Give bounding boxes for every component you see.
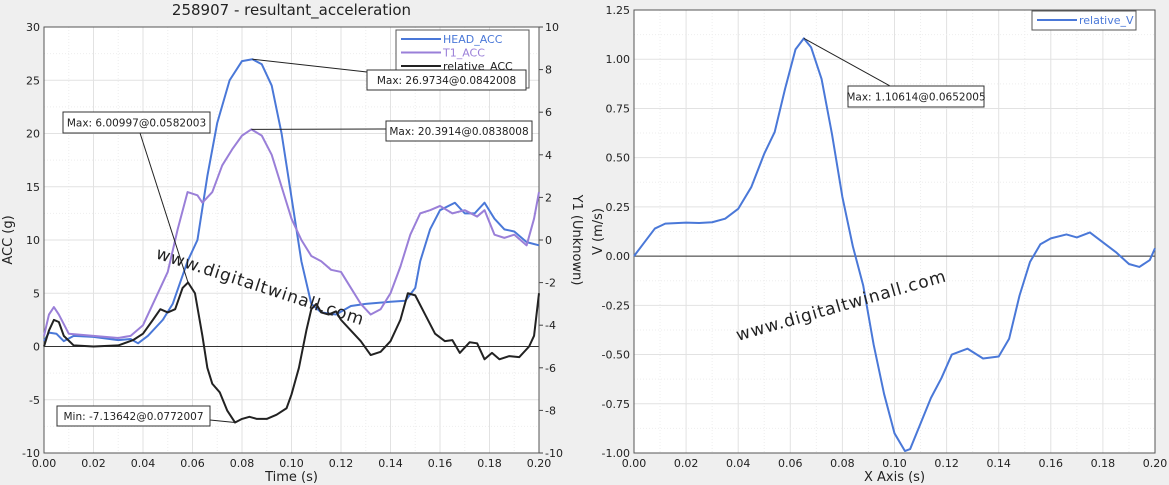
y-tick-label: 0.25 [606,201,631,214]
y-axis-label: ACC (g) [1,215,16,264]
y-tick-label: 0.00 [606,250,631,263]
y-tick-label: -0.25 [602,299,630,312]
x-tick-label: 0.06 [778,457,803,470]
annotation-label: Max: 20.3914@0.0838008 [389,126,528,138]
y-axis-label: V (m/s) [591,208,606,255]
legend-label: T1_ACC [442,47,485,60]
x-tick-label: 0.00 [622,457,647,470]
x-axis-label: Time (s) [264,470,318,485]
annotation-box [847,85,985,108]
annotation-box [385,120,533,142]
y2-tick-label: 6 [545,106,552,119]
y-tick-label: 10 [26,234,40,247]
x-tick-label: 0.02 [674,457,699,470]
x-tick-label: 0.08 [830,457,855,470]
x-tick-label: 0.12 [329,457,354,470]
y2-tick-label: -4 [545,319,556,332]
y-tick-label: 30 [26,21,40,34]
x-tick-label: 0.18 [1091,457,1116,470]
annotation-label: Max: 26.9734@0.0842008 [377,75,516,87]
y-tick-label: 1.25 [606,4,631,17]
y2-tick-label: -6 [545,362,556,375]
x-tick-label: 0.14 [378,457,403,470]
chart-title: 258907 - resultant_acceleration [172,1,411,20]
x-tick-label: 0.00 [32,457,57,470]
x-tick-label: 0.02 [81,457,106,470]
annotation-label: Max: 1.10614@0.0652005 [846,92,985,104]
y-tick-label: 0 [33,341,40,354]
y2-tick-label: -10 [545,447,563,460]
x-tick-label: 0.10 [882,457,907,470]
x-tick-label: 0.08 [230,457,255,470]
y2-axis-label: Y1 (Unknown) [569,194,584,286]
plot-border [43,26,540,454]
annotation-leader [209,419,236,424]
annotation-box [62,111,211,134]
chart-1: 0.00 0.02 0.04 0.06 0.08 0.10 0.12 0.14 0.16 0.18… [1,1,584,485]
y-tick-label: -5 [29,394,40,407]
y-tick-label: -1.00 [602,447,630,460]
y-tick-label: -0.75 [602,398,630,411]
y-tick-label: 25 [26,74,40,87]
x-tick-label: 0.20 [527,457,552,470]
y-tick-label: 15 [26,181,40,194]
y2-tick-label: -8 [545,404,556,417]
x-tick-label: 0.14 [986,457,1011,470]
annotation-leader [252,58,368,73]
y-tick-label: -10 [22,447,40,460]
y-tick-label: 20 [26,128,40,141]
y2-tick-label: 0 [545,234,552,247]
series-line-relative-acc [43,281,540,424]
x-tick-label: 0.04 [131,457,156,470]
annotation-leader [803,37,891,87]
x-axis-label: X Axis (s) [864,470,925,485]
y2-tick-label: -2 [545,277,556,290]
legend-label: relative_V [1079,14,1134,27]
y2-tick-label: 8 [545,64,552,77]
x-tick-label: 0.10 [279,457,304,470]
y-tick-label: -0.50 [602,349,630,362]
x-tick-label: 0.16 [428,457,453,470]
annotation-label: Max: 6.00997@0.0582003 [67,118,206,130]
y-tick-label: 0.75 [606,102,631,115]
legend-label: HEAD_ACC [443,33,503,46]
y2-tick-label: 4 [545,149,552,162]
y-tick-label: 0.50 [606,152,631,165]
chart-2: 0.00 0.02 0.04 0.06 0.08 0.10 0.12 0.14 0.16 0.18… [591,4,1167,485]
x-tick-label: 0.12 [934,457,959,470]
plot-border [633,9,1156,454]
series-line-t1-acc [43,128,540,339]
y2-tick-label: 2 [545,191,552,204]
x-tick-label: 0.04 [726,457,751,470]
annotation-label: Min: -7.13642@0.0772007 [64,411,204,423]
y-tick-label: 5 [33,287,40,300]
x-tick-label: 0.20 [1143,457,1168,470]
x-tick-label: 0.16 [1039,457,1064,470]
annotation-leader [139,132,189,283]
x-tick-label: 0.18 [477,457,502,470]
legend-box [1031,10,1137,31]
annotation-box [56,405,211,427]
y2-tick-label: 10 [545,21,559,34]
annotation-box [366,69,527,91]
x-tick-label: 0.06 [180,457,205,470]
series-line-relative-v [633,37,1156,453]
y-tick-label: 1.00 [606,53,631,66]
